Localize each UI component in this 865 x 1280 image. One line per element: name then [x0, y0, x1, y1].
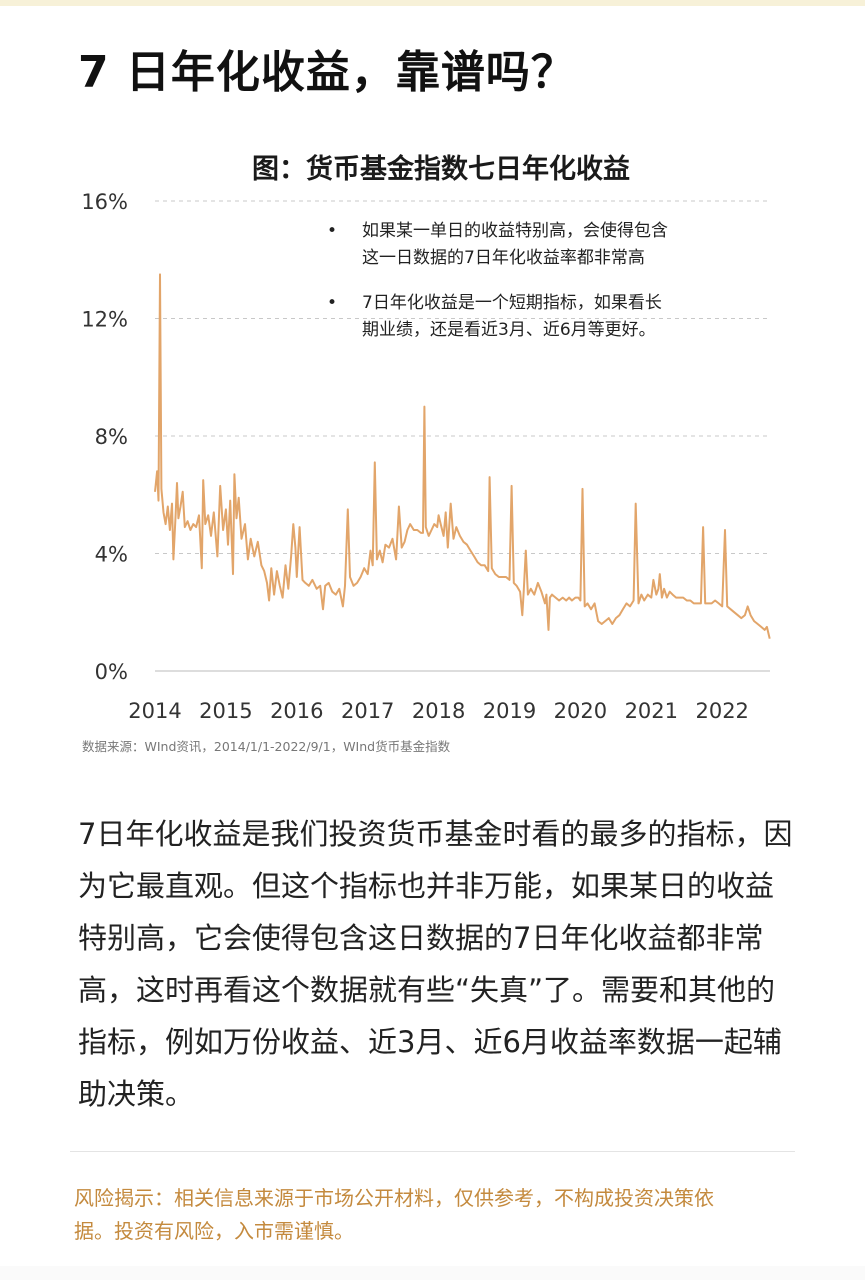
x-tick-label: 2018	[412, 699, 465, 723]
x-tick-label: 2022	[695, 699, 748, 723]
x-tick-label: 2021	[625, 699, 678, 723]
annotation-bullet: •	[327, 293, 337, 313]
body-paragraph: 7日年化收益是我们投资货币基金时看的最多的指标，因为它最直观。但这个指标也并非万…	[78, 817, 793, 1111]
annotation-text: 期业绩，还是看近3月、近6月等更好。	[362, 320, 656, 340]
x-tick-label: 2020	[554, 699, 607, 723]
x-tick-label: 2015	[199, 699, 252, 723]
y-tick-label: 4%	[95, 543, 128, 567]
risk-disclosure: 风险揭示：相关信息来源于市场公开材料，仅供参考，不构成投资决策依据。投资有风险，…	[74, 1186, 714, 1243]
y-tick-label: 12%	[81, 308, 128, 332]
x-axis-ticks: 2014 2015 2016 2017 2018 2019 2020 2021 2022	[128, 699, 749, 723]
annotation-text: 7日年化收益是一个短期指标，如果看长	[362, 293, 662, 313]
y-tick-label: 0%	[95, 660, 128, 684]
bottom-strip	[0, 1266, 865, 1280]
chart-title: 图：货币基金指数七日年化收益	[252, 153, 630, 185]
x-tick-label: 2014	[128, 699, 181, 723]
page-title: 7 日年化收益，靠谱吗？	[78, 47, 576, 98]
series-line	[154, 273, 771, 639]
data-source: 数据来源：WInd资讯，2014/1/1-2022/9/1，WInd货币基金指数	[82, 739, 451, 754]
y-tick-label: 16%	[81, 190, 128, 214]
divider	[70, 1151, 795, 1152]
chart-grid	[155, 200, 770, 672]
top-border	[0, 0, 865, 6]
x-tick-label: 2016	[270, 699, 323, 723]
annotation-bullet: •	[327, 221, 337, 241]
y-axis-ticks: 0% 4% 8% 12% 16%	[81, 190, 128, 684]
y-tick-label: 8%	[95, 425, 128, 449]
x-tick-label: 2017	[341, 699, 394, 723]
annotation-text: 如果某一单日的收益特别高，会使得包含	[362, 220, 668, 241]
annotation-text: 这一日数据的7日年化收益率都非常高	[362, 248, 645, 268]
line-chart: 图：货币基金指数七日年化收益 0% 4% 8% 12% 16% 2014 2015 2016…	[81, 153, 771, 723]
chart-series	[154, 273, 771, 639]
x-tick-label: 2019	[483, 699, 536, 723]
